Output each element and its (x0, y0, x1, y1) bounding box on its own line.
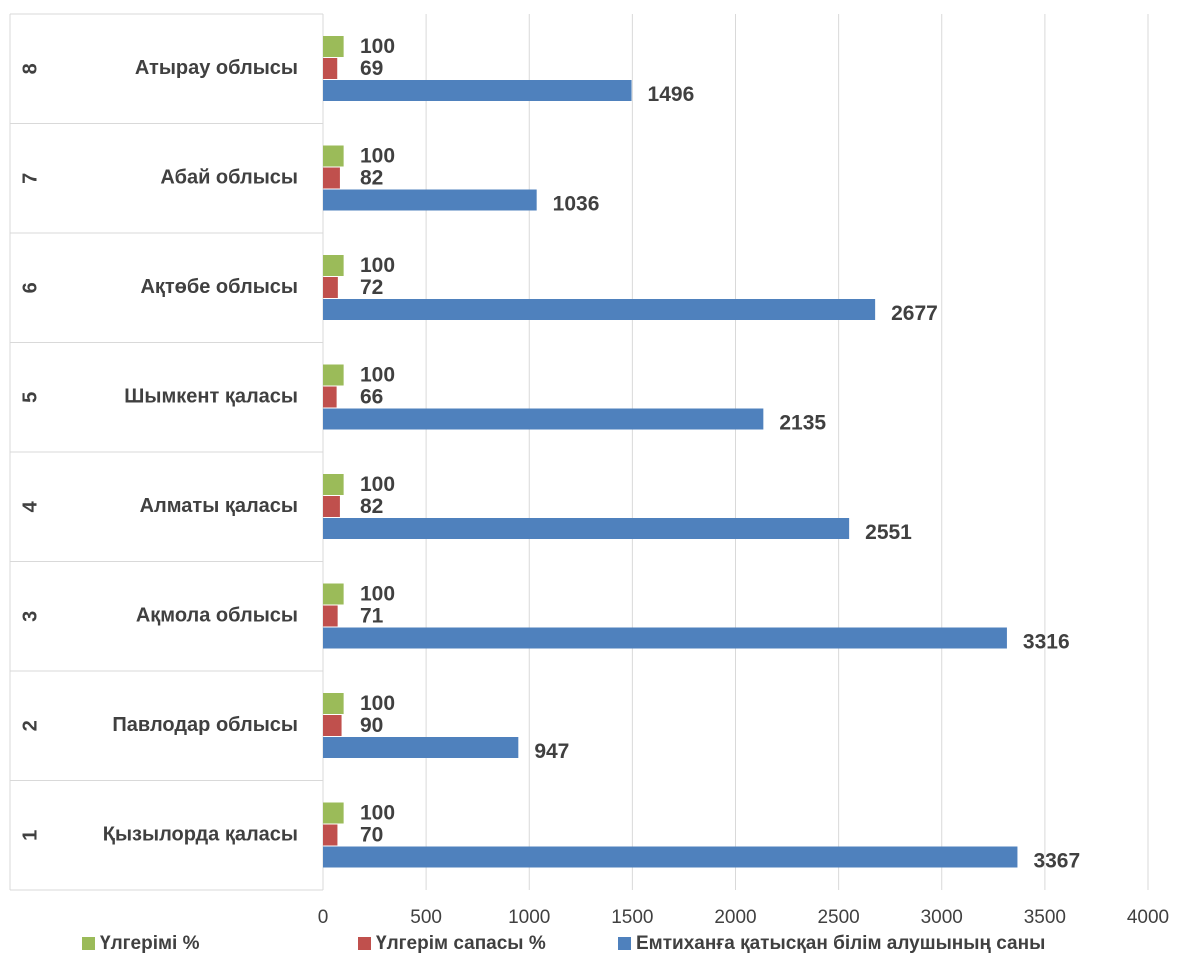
data-label: 2677 (891, 302, 938, 325)
data-label: 1036 (553, 193, 600, 216)
bar (323, 802, 344, 824)
x-tick-label: 500 (410, 907, 442, 928)
data-label: 82 (360, 167, 383, 190)
data-label: 2135 (779, 412, 826, 435)
category-number: 3 (19, 611, 41, 622)
category-label: Абай облысы (160, 167, 298, 189)
category-label: Павлодар облысы (112, 714, 298, 736)
bar (323, 189, 537, 211)
legend-swatch (358, 937, 371, 950)
bar (323, 846, 1018, 868)
x-tick-label: 2500 (817, 907, 859, 928)
bar (323, 605, 338, 627)
category-label: Қызылорда қаласы (103, 824, 298, 846)
legend-label: Үлгерім сапасы % (376, 933, 546, 954)
bar (323, 58, 338, 79)
category-label: Ақтөбе облысы (140, 276, 298, 298)
data-label: 3367 (1033, 850, 1080, 873)
data-label: 100 (360, 802, 395, 825)
category-label: Шымкент қаласы (124, 386, 298, 408)
bar (323, 627, 1007, 649)
category-number: 2 (19, 720, 41, 731)
x-tick-label: 1500 (611, 907, 653, 928)
category-number: 6 (19, 282, 41, 293)
data-label: 100 (360, 583, 395, 606)
data-label: 69 (360, 57, 383, 80)
x-tick-label: 3500 (1024, 907, 1066, 928)
category-number: 1 (19, 830, 41, 841)
x-tick-label: 4000 (1127, 907, 1169, 928)
legend-swatch (618, 937, 631, 950)
x-tick-label: 1000 (508, 907, 550, 928)
category-number: 7 (19, 173, 41, 184)
category-label: Ақмола облысы (136, 605, 298, 627)
bar (323, 364, 344, 386)
bar (323, 299, 876, 320)
x-tick-label: 2000 (714, 907, 756, 928)
category-number: 5 (19, 392, 41, 403)
data-label: 100 (360, 364, 395, 387)
category-label: Атырау облысы (135, 57, 298, 79)
bar (323, 496, 340, 517)
bar (323, 583, 344, 605)
bar (323, 693, 344, 714)
data-label: 72 (360, 276, 383, 299)
bar (323, 386, 337, 408)
bar (323, 80, 632, 101)
data-label: 2551 (865, 521, 912, 544)
x-tick-label: 3000 (921, 907, 963, 928)
legend-swatch (82, 937, 95, 950)
x-tick-label: 0 (318, 907, 329, 928)
data-label: 1496 (648, 83, 695, 106)
bar (323, 474, 344, 495)
data-label: 100 (360, 145, 395, 168)
category-number: 8 (19, 63, 41, 74)
category-number: 4 (19, 500, 41, 512)
bar (323, 36, 344, 57)
bar (323, 824, 338, 846)
data-label: 100 (360, 35, 395, 58)
bar (323, 518, 850, 539)
bar (323, 715, 342, 736)
data-label: 100 (360, 473, 395, 496)
bar (323, 408, 764, 430)
legend-label: Емтиханға қатысқан білім алушының саны (636, 933, 1045, 954)
data-label: 3316 (1023, 631, 1070, 654)
bar (323, 167, 340, 189)
data-label: 947 (534, 740, 569, 763)
bar (323, 277, 338, 298)
category-label: Алматы қаласы (140, 495, 298, 517)
data-label: 100 (360, 692, 395, 715)
data-label: 66 (360, 386, 383, 409)
bar (323, 255, 344, 276)
data-label: 90 (360, 714, 383, 737)
bar (323, 737, 519, 758)
legend-label: Үлгерімі % (100, 933, 200, 954)
data-label: 82 (360, 495, 383, 518)
bar (323, 145, 344, 167)
data-label: 70 (360, 824, 383, 847)
data-label: 100 (360, 254, 395, 277)
data-label: 71 (360, 605, 384, 628)
